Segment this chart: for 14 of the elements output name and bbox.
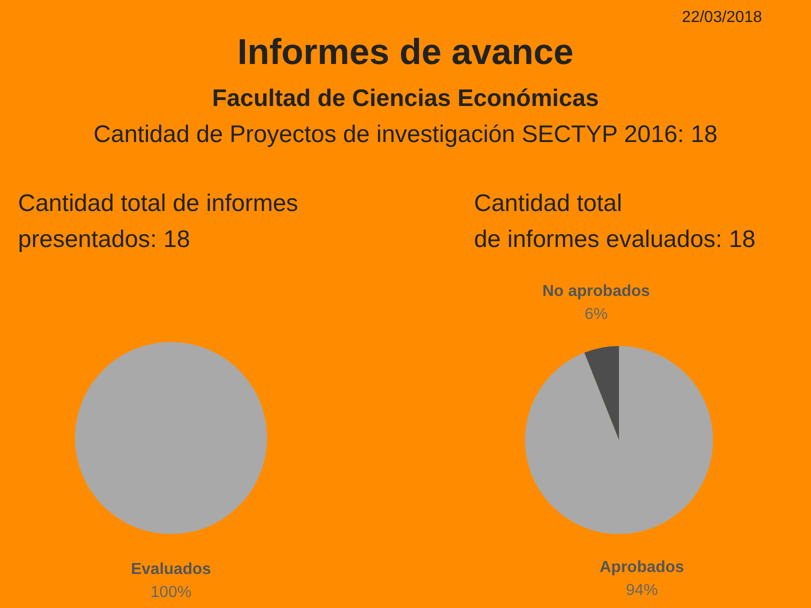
slice-label: Evaluados <box>130 561 212 578</box>
slice-label: Aprobados <box>600 558 684 576</box>
pie-slice <box>584 346 619 440</box>
text: 22/03/2018 <box>682 9 762 26</box>
data-label: 94% <box>626 582 658 599</box>
chart-title: Cantidad total de informes evaluados: 18 <box>474 190 756 253</box>
text: Informes de avance <box>237 31 574 72</box>
data-label: 100% <box>150 584 192 601</box>
chart-title: Cantidad total de informes presentados: 18 <box>18 190 298 253</box>
text: Cantidad de Proyectos de investigación SECTYP 2016: 18 <box>94 121 718 148</box>
slice-label: No aprobados <box>542 283 650 300</box>
text: Facultad de Ciencias Económicas <box>212 85 599 112</box>
data-label: 6% <box>584 306 608 324</box>
pie-slice <box>525 346 713 534</box>
